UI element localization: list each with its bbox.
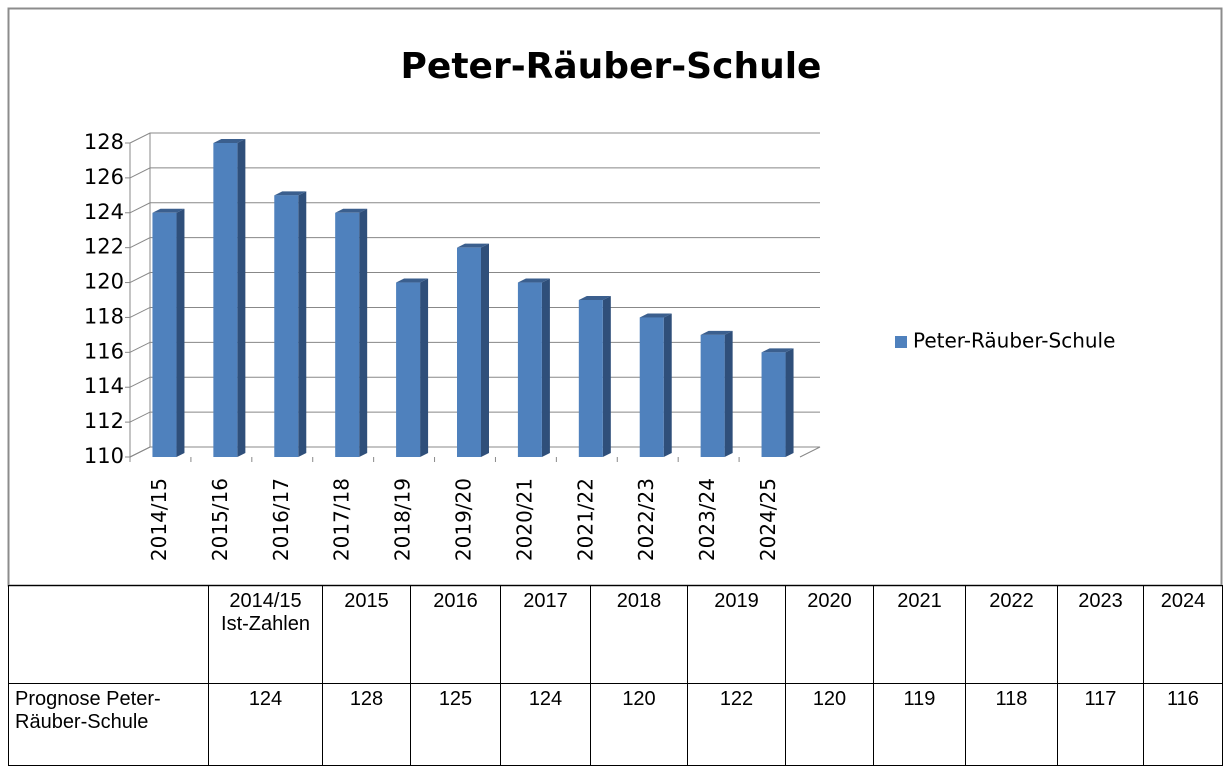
table-cell: 2023 <box>1057 585 1144 684</box>
bar-top <box>213 139 246 143</box>
bar-top <box>639 313 672 318</box>
y-tick-label: 118 <box>84 304 124 328</box>
x-tick-label: 2016/17 <box>269 478 293 561</box>
bar <box>761 352 786 457</box>
bar <box>152 212 177 457</box>
table-cell: 125 <box>410 683 501 766</box>
table-cell: 122 <box>687 683 786 766</box>
y-tick-label: 112 <box>84 409 124 433</box>
bar-side <box>724 330 733 457</box>
y-tick-label: 128 <box>84 130 124 154</box>
table-cell: 124 <box>500 683 591 766</box>
table-cell: 2014/15 Ist-Zahlen <box>208 585 323 684</box>
chart-title: Peter-Räuber-Schule <box>401 46 822 87</box>
x-tick-label: 2019/20 <box>452 478 476 561</box>
x-tick-label: 2021/22 <box>573 478 597 561</box>
bar <box>517 282 542 457</box>
table-cell: 2022 <box>965 585 1058 684</box>
bar <box>457 247 481 457</box>
table-cell: 120 <box>590 683 688 766</box>
chart-frame <box>7 7 1223 587</box>
bar <box>396 282 421 457</box>
grid-line <box>129 202 820 214</box>
bar <box>639 317 664 457</box>
x-tick-label: 2020/21 <box>512 478 536 561</box>
bar <box>274 195 299 458</box>
x-tick-label: 2015/16 <box>208 478 232 561</box>
x-tick-label: 2017/18 <box>330 478 354 561</box>
table-cell: 2015 <box>322 585 411 684</box>
table-cell: 124 <box>208 683 323 766</box>
legend-swatch <box>895 336 907 348</box>
bar-side <box>176 208 185 457</box>
bar-side <box>237 139 246 457</box>
bar-top <box>578 296 611 300</box>
y-tick-label: 110 <box>84 444 124 468</box>
table-cell: 2018 <box>590 585 688 684</box>
y-tick-label: 124 <box>84 200 124 224</box>
bar-side <box>298 191 307 458</box>
bar-side <box>359 208 368 457</box>
bar-top <box>517 278 550 283</box>
table-cell <box>8 585 209 684</box>
y-tick-label: 126 <box>84 165 124 189</box>
x-tick-label: 2018/19 <box>391 478 415 561</box>
bar-top <box>700 330 733 335</box>
y-tick-label: 114 <box>84 374 124 398</box>
bar-top <box>457 243 489 248</box>
bar-top <box>761 348 794 353</box>
table-cell: 117 <box>1057 683 1144 766</box>
table-cell: 116 <box>1143 683 1223 766</box>
table-cell: 2016 <box>410 585 501 684</box>
x-tick-label: 2014/15 <box>147 478 171 561</box>
table-cell: 128 <box>322 683 411 766</box>
legend-label: Peter-Räuber-Schule <box>913 329 1115 353</box>
bar-top <box>396 278 429 283</box>
table-cell: 118 <box>965 683 1058 766</box>
grid-line <box>129 237 820 249</box>
bar-top <box>335 208 368 213</box>
table-cell: 120 <box>785 683 874 766</box>
bar <box>213 143 238 457</box>
table-cell: Prognose Peter-Räuber-Schule <box>8 683 209 766</box>
table-cell: 2017 <box>500 585 591 684</box>
bar <box>335 212 360 457</box>
bar-side <box>541 278 550 457</box>
bar-side <box>420 278 429 457</box>
bar-side <box>602 296 611 457</box>
bar-side <box>785 348 794 457</box>
y-tick-label: 122 <box>84 235 124 259</box>
bar-top <box>274 191 307 196</box>
grid-line <box>129 272 820 284</box>
table-cell: 2020 <box>785 585 874 684</box>
y-tick-label: 116 <box>84 339 124 363</box>
bar-side <box>481 243 489 457</box>
y-tick-label: 120 <box>84 270 124 294</box>
bar-top <box>152 208 185 213</box>
table-cell: 2019 <box>687 585 786 684</box>
x-tick-label: 2023/24 <box>695 478 719 561</box>
table-cell: 119 <box>873 683 966 766</box>
grid-line <box>129 132 820 144</box>
bar-side <box>663 313 672 457</box>
table-cell: 2021 <box>873 585 966 684</box>
chart: Peter-Räuber-Schule 110 112 114 116 118 120 12… <box>7 7 1223 587</box>
bar <box>578 300 603 457</box>
bar <box>700 334 725 457</box>
x-tick-label: 2024/25 <box>756 478 780 561</box>
table-cell: 2024 <box>1143 585 1223 684</box>
x-tick-label: 2022/23 <box>634 478 658 561</box>
grid-line <box>129 167 820 179</box>
